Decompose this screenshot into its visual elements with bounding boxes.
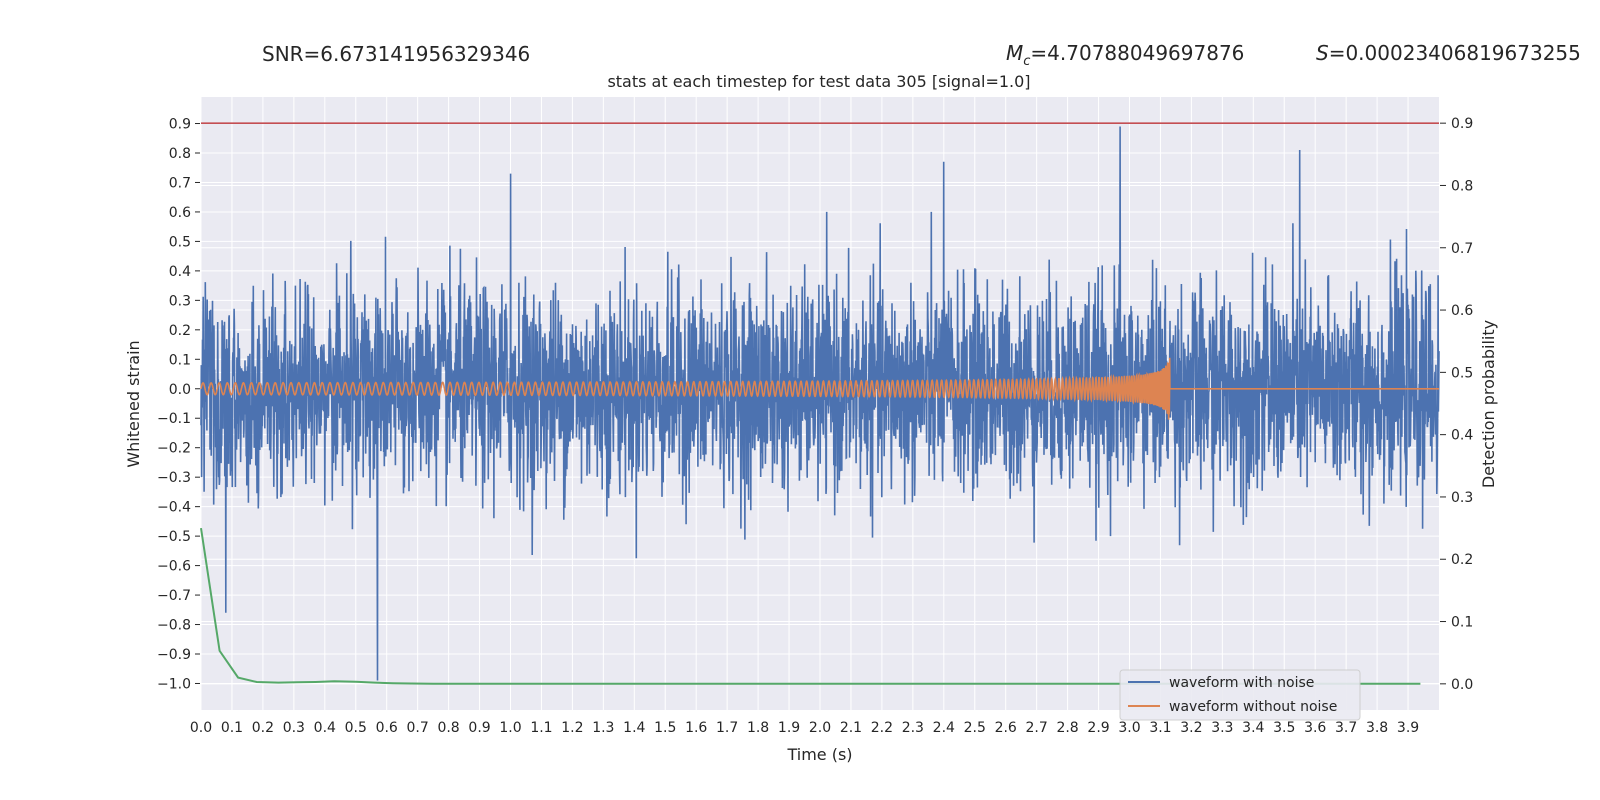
- x-tick-label: 0.3: [283, 720, 305, 736]
- legend-clean-label: waveform without noise: [1169, 699, 1337, 715]
- x-tick-label: 0.9: [468, 720, 490, 736]
- x-tick-label: 2.7: [1026, 720, 1048, 736]
- y2-tick-label: 0.7: [1451, 241, 1473, 257]
- chirp-mass-subscript: c: [1023, 54, 1030, 69]
- x-tick-label: 0.1: [221, 720, 243, 736]
- y-tick-label: −1.0: [157, 676, 191, 692]
- x-tick-label: 2.2: [871, 720, 893, 736]
- y2-tick-label: 0.9: [1451, 116, 1473, 132]
- chart-title: stats at each timestep for test data 305…: [607, 72, 1030, 91]
- x-tick-label: 1.6: [685, 720, 707, 736]
- x-tick-label: 0.6: [376, 720, 398, 736]
- x-tick-label: 1.0: [499, 720, 521, 736]
- y-tick-label: 0.8: [169, 146, 191, 162]
- x-tick-label: 3.1: [1149, 720, 1171, 736]
- x-tick-label: 2.8: [1056, 720, 1078, 736]
- x-tick-label: 2.4: [933, 720, 955, 736]
- x-tick-label: 1.3: [592, 720, 614, 736]
- y-tick-label: 0.2: [169, 323, 191, 339]
- x-tick-label: 3.2: [1180, 720, 1202, 736]
- x-tick-label: 1.2: [561, 720, 583, 736]
- noisy-waveform-line: [200, 126, 1440, 681]
- y2-tick-label: 0.1: [1451, 615, 1473, 631]
- x-tick-label: 0.5: [345, 720, 367, 736]
- y2-tick-label: 0.5: [1451, 365, 1473, 381]
- x-tick-label: 3.9: [1397, 720, 1419, 736]
- y-tick-label: −0.5: [157, 529, 191, 545]
- y-tick-label: 0.9: [169, 117, 191, 133]
- x-tick-label: 0.4: [314, 720, 336, 736]
- s-label: S=0.00023406819673255: [1316, 41, 1581, 65]
- chirp-mass-symbol: M: [1006, 41, 1023, 65]
- y-tick-label: 0.3: [169, 293, 191, 309]
- x-tick-label: 2.3: [902, 720, 924, 736]
- x-tick-label: 3.0: [1118, 720, 1140, 736]
- x-tick-label: 3.7: [1335, 720, 1357, 736]
- s-value: =0.00023406819673255: [1329, 41, 1581, 65]
- y2-tick-label: 0.4: [1451, 428, 1473, 444]
- y-tick-label: −0.8: [157, 618, 191, 634]
- x-tick-label: 2.0: [809, 720, 831, 736]
- x-tick-label: 0.2: [252, 720, 274, 736]
- x-tick-label: 1.1: [530, 720, 552, 736]
- series-layer: [200, 122, 1440, 685]
- y2-axis-label: Detection probability: [1479, 320, 1498, 488]
- y2-tick-label: 0.8: [1451, 178, 1473, 194]
- legend: waveform with noise waveform without noi…: [1119, 669, 1361, 721]
- y-tick-label: −0.4: [157, 500, 191, 516]
- x-tick-label: 1.5: [654, 720, 676, 736]
- x-tick-label: 1.9: [778, 720, 800, 736]
- x-tick-label: 3.4: [1242, 720, 1264, 736]
- x-tick-label: 0.8: [437, 720, 459, 736]
- clean-waveform-line: [200, 357, 1439, 420]
- y-tick-label: 0.0: [169, 382, 191, 398]
- y-tick-label: −0.2: [157, 441, 191, 457]
- chirp-mass-label: Mc=4.70788049697876: [1006, 41, 1244, 69]
- y-tick-label: −0.6: [157, 559, 191, 575]
- x-tick-label: 2.9: [1087, 720, 1109, 736]
- x-tick-label: 3.8: [1366, 720, 1388, 736]
- legend-box: [1119, 669, 1361, 721]
- y-tick-label: 0.4: [169, 264, 191, 280]
- y2-tick-label: 0.0: [1451, 677, 1473, 693]
- y-tick-label: 0.1: [169, 352, 191, 368]
- x-tick-label: 1.8: [747, 720, 769, 736]
- y-tick-label: −0.9: [157, 647, 191, 663]
- x-tick-label: 2.5: [964, 720, 986, 736]
- x-tick-label: 3.5: [1273, 720, 1295, 736]
- x-tick-label: 1.7: [716, 720, 738, 736]
- y-tick-label: −0.7: [157, 588, 191, 604]
- y-tick-label: 0.6: [169, 205, 191, 221]
- x-tick-label: 0.7: [407, 720, 429, 736]
- x-axis-label: Time (s): [786, 745, 852, 764]
- x-tick-label: 2.1: [840, 720, 862, 736]
- y-tick-label: −0.3: [157, 470, 191, 486]
- axes: 0.0 0.1 0.2 0.3 0.4 0.5 0.6 0.7 0.8 0.9 1.0 1.1 1.2 1…: [157, 116, 1473, 736]
- y-axis-label: Whitened strain: [124, 340, 143, 467]
- detection-probability-line: [200, 527, 1421, 685]
- y-tick-label: −0.1: [157, 411, 191, 427]
- y-tick-label: 0.7: [169, 175, 191, 191]
- x-tick-label: 3.3: [1211, 720, 1233, 736]
- chirp-mass-value: =4.70788049697876: [1030, 41, 1244, 65]
- snr-label: SNR=6.673141956329346: [262, 42, 530, 66]
- y2-tick-label: 0.6: [1451, 303, 1473, 319]
- x-tick-label: 2.6: [995, 720, 1017, 736]
- x-tick-label: 0.0: [190, 720, 212, 736]
- x-tick-label: 3.6: [1304, 720, 1326, 736]
- y2-tick-label: 0.3: [1451, 490, 1473, 506]
- y-tick-label: 0.5: [169, 234, 191, 250]
- y2-tick-label: 0.2: [1451, 552, 1473, 568]
- x-tick-label: 1.4: [623, 720, 645, 736]
- legend-noisy-label: waveform with noise: [1169, 675, 1314, 691]
- s-symbol: S: [1316, 41, 1329, 65]
